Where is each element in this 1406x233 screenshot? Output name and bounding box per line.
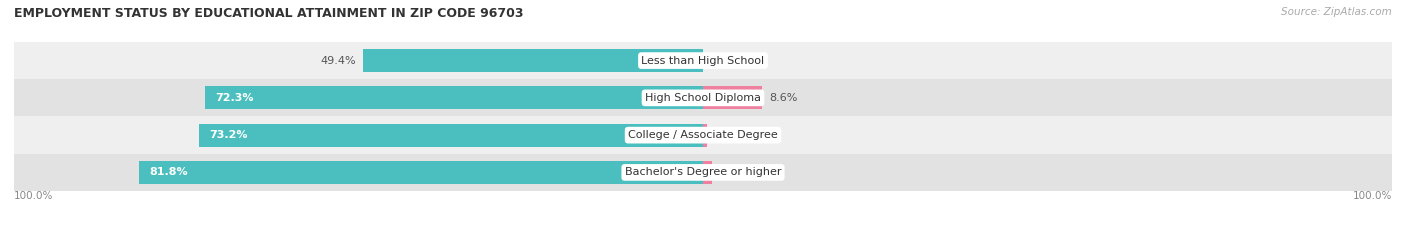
Bar [703, 123, 707, 147]
Bar [703, 161, 711, 184]
Text: 0.6%: 0.6% [714, 130, 742, 140]
Bar [14, 42, 1392, 79]
Text: Source: ZipAtlas.com: Source: ZipAtlas.com [1281, 7, 1392, 17]
Bar [363, 49, 703, 72]
Text: 81.8%: 81.8% [150, 168, 188, 177]
Text: Bachelor's Degree or higher: Bachelor's Degree or higher [624, 168, 782, 177]
Bar [139, 161, 703, 184]
Bar [205, 86, 703, 110]
Bar [198, 123, 703, 147]
Bar [703, 86, 762, 110]
Text: 8.6%: 8.6% [769, 93, 797, 103]
Bar [14, 116, 1392, 154]
Text: 100.0%: 100.0% [14, 191, 53, 201]
Text: College / Associate Degree: College / Associate Degree [628, 130, 778, 140]
Text: Less than High School: Less than High School [641, 56, 765, 65]
Text: High School Diploma: High School Diploma [645, 93, 761, 103]
Text: 1.3%: 1.3% [718, 168, 747, 177]
Bar [14, 79, 1392, 116]
Bar [14, 154, 1392, 191]
Text: 49.4%: 49.4% [321, 56, 356, 65]
Text: 72.3%: 72.3% [215, 93, 253, 103]
Text: 0.0%: 0.0% [710, 56, 738, 65]
Text: 73.2%: 73.2% [209, 130, 247, 140]
Text: 100.0%: 100.0% [1353, 191, 1392, 201]
Text: EMPLOYMENT STATUS BY EDUCATIONAL ATTAINMENT IN ZIP CODE 96703: EMPLOYMENT STATUS BY EDUCATIONAL ATTAINM… [14, 7, 523, 20]
